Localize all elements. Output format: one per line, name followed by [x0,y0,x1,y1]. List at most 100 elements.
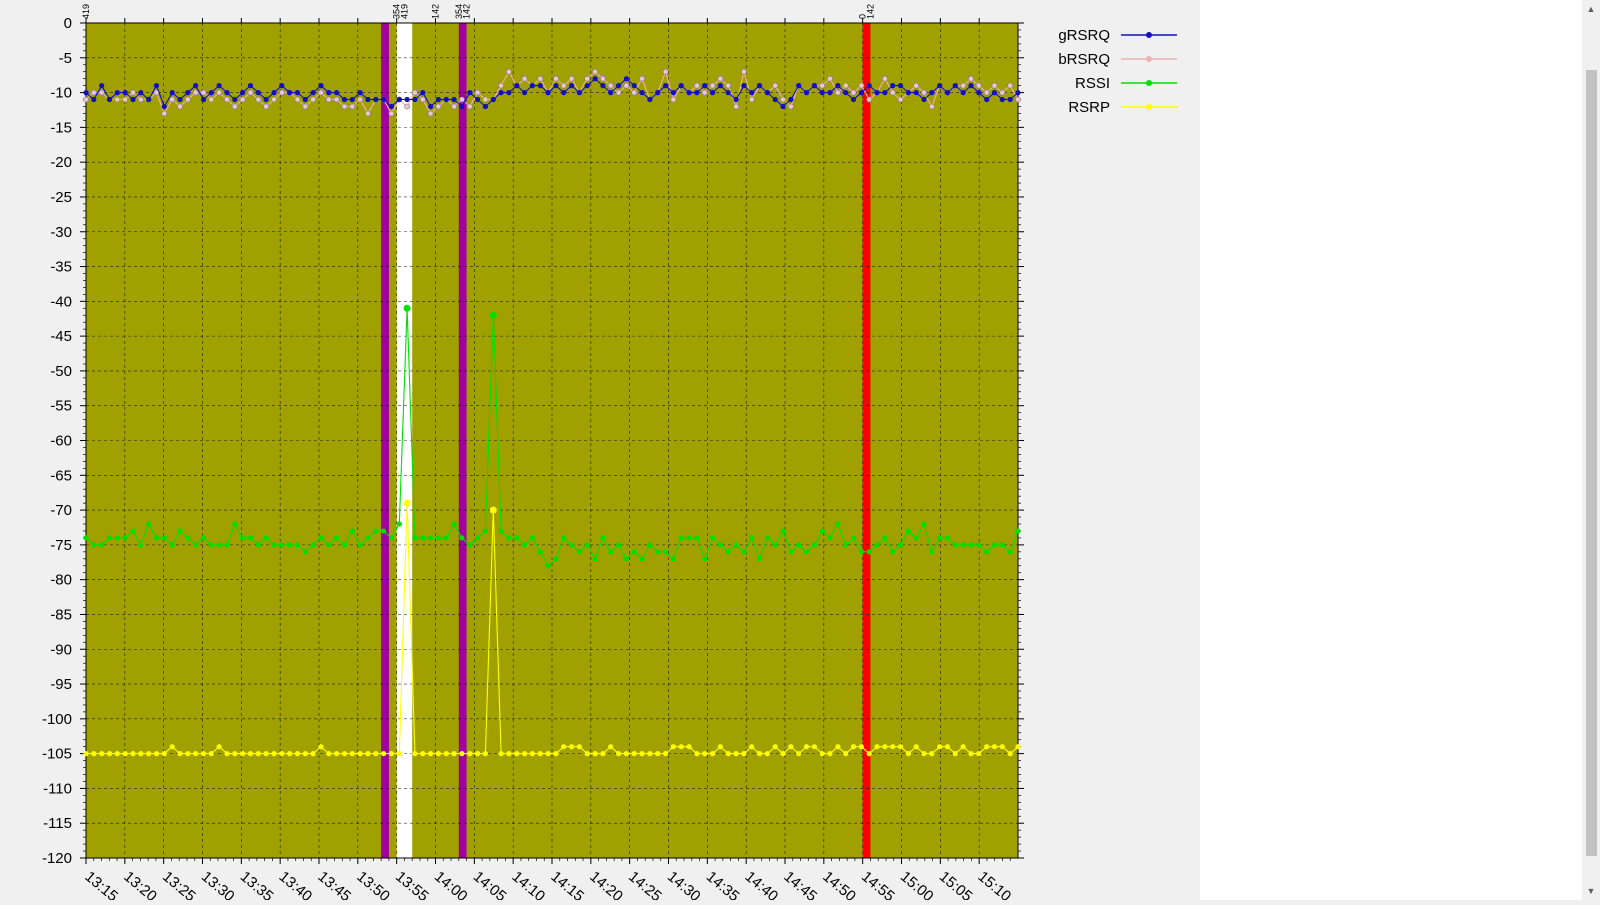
y-tick-label: -15 [50,119,72,136]
data-point-RSSI [616,542,622,548]
data-point-RSRP [694,751,700,757]
chart-area: 0 -5 -10 -15 -20 -25 -30 -35 -40 -45 -50 -55 -60 -65 -… [41,3,1177,905]
data-point-RSRP [788,744,794,750]
data-point-RSRP [489,506,497,514]
data-point-RSSI [968,542,974,548]
data-point-bRSRQ [458,96,465,103]
data-point-RSRP [929,751,935,757]
data-point-bRSRQ [842,82,849,89]
y-tick-label: -105 [42,746,72,763]
data-point-RSSI [122,535,128,541]
data-point-gRSRQ [725,90,731,96]
data-point-RSRP [882,744,888,750]
data-point-gRSRQ [858,90,865,96]
data-point-bRSRQ [364,110,371,117]
data-point-RSRP [193,751,199,757]
data-point-RSSI [396,521,402,527]
vertical-scrollbar[interactable]: ▲ ▼ [1582,0,1600,900]
data-point-RSSI [475,535,481,541]
data-point-bRSRQ [435,103,442,110]
data-point-gRSRQ [498,90,504,96]
x-tick-label: 13:25 [159,868,199,900]
data-point-RSRP [584,751,590,757]
y-tick-label: -10 [50,85,72,102]
data-point-gRSRQ [835,83,841,89]
data-point-RSSI [318,535,324,541]
data-point-RSRP [741,751,747,757]
scroll-up-arrow-icon[interactable]: ▲ [1586,4,1596,14]
data-point-bRSRQ [302,103,309,110]
data-point-bRSRQ [498,82,504,89]
data-point-RSSI [161,535,167,541]
data-point-RSSI [655,549,661,555]
scroll-thumb[interactable] [1586,70,1597,856]
data-point-gRSRQ [788,96,794,103]
data-point-RSRP [146,751,152,757]
data-point-gRSRQ [764,90,771,96]
data-point-gRSRQ [279,83,285,89]
data-point-RSRP [639,751,645,757]
x-tick-label: 13:40 [276,868,316,900]
data-point-RSSI [99,542,105,548]
data-point-RSSI [866,549,872,555]
data-point-RSSI [489,311,497,319]
data-point-RSSI [146,521,152,527]
data-point-RSRP [326,751,332,757]
y-tick-label: -20 [50,154,72,171]
top-marker-label: 354 [392,4,402,19]
data-point-bRSRQ [975,82,982,89]
data-point-RSRP [866,751,872,757]
data-point-RSSI [976,542,982,548]
data-point-gRSRQ [678,83,684,89]
x-tick-label: 13:50 [353,868,393,900]
scroll-down-arrow-icon[interactable]: ▼ [1586,886,1596,896]
data-point-bRSRQ [725,82,732,89]
data-point-RSRP [130,751,136,757]
data-point-gRSRQ [890,83,896,89]
data-point-RSSI [349,528,355,534]
data-point-gRSRQ [443,96,449,103]
data-point-gRSRQ [240,90,246,96]
data-point-RSRP [83,751,89,757]
data-point-RSRP [756,751,763,757]
data-point-gRSRQ [490,96,496,103]
y-tick-label: -110 [43,780,72,797]
data-point-bRSRQ [983,89,990,96]
data-point-gRSRQ [592,76,598,82]
y-tick-label: -75 [50,537,72,554]
data-point-RSRP [623,751,630,757]
data-point-bRSRQ [537,75,544,82]
data-point-RSSI [279,542,285,548]
data-point-RSRP [984,744,990,750]
data-point-RSSI [193,542,199,548]
data-point-bRSRQ [568,75,575,82]
data-point-RSRP [185,751,191,757]
data-point-RSSI [114,535,120,541]
y-tick-label: -85 [50,606,72,623]
data-point-RSRP [819,751,825,757]
data-point-RSSI [459,535,465,541]
data-point-bRSRQ [968,75,974,82]
data-point-gRSRQ [803,90,810,96]
data-point-RSRP [991,744,998,750]
data-point-gRSRQ [850,96,857,103]
data-point-RSRP [381,751,387,757]
legend-label-bRSRQ: bRSRQ [1058,51,1110,68]
data-point-RSRP [600,751,606,757]
data-point-RSSI [921,521,927,527]
data-point-gRSRQ [702,83,708,89]
data-point-RSSI [381,528,387,534]
data-point-gRSRQ [545,90,551,96]
data-point-RSSI [435,535,441,541]
data-point-gRSRQ [365,96,371,103]
data-point-gRSRQ [334,90,340,96]
data-point-RSSI [874,542,880,548]
data-point-RSRP [177,751,183,757]
data-point-gRSRQ [874,90,880,96]
x-tick-label: 14:25 [625,868,665,900]
data-point-RSRP [279,751,285,757]
data-point-bRSRQ [592,68,598,75]
legend-marker-bRSRQ [1146,56,1152,62]
data-point-RSRP [576,744,583,750]
data-point-bRSRQ [788,103,794,110]
